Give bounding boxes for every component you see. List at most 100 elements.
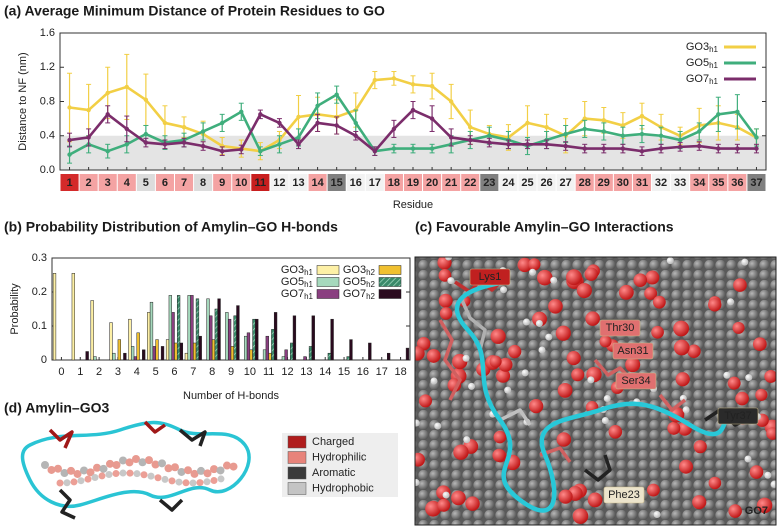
hydrogen-atom — [523, 318, 531, 326]
oxygen-atom — [576, 282, 592, 299]
legend-subscript: h2 — [366, 280, 375, 289]
go3-atom — [84, 475, 92, 483]
y-tick-label: 0.0 — [40, 164, 55, 176]
legend-name: GO7 — [281, 288, 304, 300]
point — [525, 120, 530, 126]
x-tick-label: 35 — [712, 177, 724, 189]
point — [620, 133, 626, 138]
oxygen-atom — [426, 348, 441, 363]
oxygen-atom — [645, 270, 660, 285]
x-tick-label: 25 — [521, 177, 533, 189]
point — [239, 147, 244, 152]
x-tick-label: 16 — [357, 366, 369, 378]
legend-subscript: h2 — [366, 268, 375, 277]
go3-atom — [133, 470, 141, 478]
residue-box — [461, 174, 480, 191]
residue-box — [403, 174, 423, 191]
residue-label-box — [603, 486, 645, 504]
x-tick-label: 37 — [750, 177, 762, 189]
point — [468, 124, 473, 130]
go3-atom — [164, 464, 173, 473]
point — [143, 97, 149, 102]
bar — [90, 300, 94, 361]
point — [448, 135, 454, 140]
point — [601, 146, 607, 151]
hydrogen-atom — [447, 277, 455, 285]
point — [391, 126, 397, 132]
bar — [249, 349, 253, 361]
go3-atom — [203, 469, 212, 478]
oxygen-atom — [465, 496, 480, 511]
x-tick-label: 16 — [350, 177, 362, 189]
point — [124, 126, 129, 132]
residue-box — [194, 174, 213, 191]
bar — [311, 315, 315, 361]
x-tick-label: 36 — [731, 177, 743, 189]
bar — [211, 339, 216, 361]
residue-box — [136, 174, 155, 191]
legend-swatch — [316, 265, 340, 275]
point — [258, 148, 263, 154]
oxygen-atom — [755, 388, 768, 401]
go3-atom — [112, 470, 120, 478]
go3-atom — [210, 465, 218, 474]
sheet-label: GO7 — [745, 505, 768, 517]
y-tick-label: 0.4 — [40, 130, 55, 142]
point — [277, 142, 282, 147]
point — [544, 142, 549, 147]
x-tick-label: 29 — [598, 177, 610, 189]
x-tick-label: 5 — [153, 366, 159, 378]
hydrogen-atom — [415, 479, 420, 487]
residue-stick — [499, 408, 532, 426]
residue-box — [690, 174, 709, 191]
residue-label: Phe23 — [608, 489, 640, 501]
oxygen-atom — [566, 351, 581, 366]
x-tick-label: 11 — [255, 177, 267, 189]
go3-atom — [56, 479, 64, 487]
oxygen-atom — [415, 452, 425, 467]
bar — [133, 356, 138, 361]
residue-box — [652, 174, 671, 191]
residue-stick — [438, 319, 462, 401]
go3-atom — [182, 479, 190, 487]
go3-atom — [73, 469, 82, 478]
go3-atom — [99, 464, 108, 473]
go3-atom — [112, 460, 121, 469]
bar — [195, 298, 200, 361]
legend-swatch — [316, 289, 340, 299]
go3-atom — [197, 466, 205, 475]
x-tick-label: 2 — [96, 366, 102, 378]
oxygen-atom — [625, 357, 641, 373]
legend-name: GO3 — [343, 264, 366, 276]
hydrogen-atom — [430, 377, 438, 385]
x-tick-label: 23 — [483, 177, 495, 189]
residue-stick — [143, 420, 167, 434]
bar — [281, 356, 286, 361]
oxygen-atom — [764, 369, 776, 383]
go3-atom — [77, 477, 85, 485]
x-tick-label: 1 — [66, 177, 72, 189]
panel-title: (c) Favourable Amylin–GO Interactions — [415, 219, 674, 235]
oxygen-atom — [508, 344, 522, 359]
oxygen-atom — [418, 394, 433, 408]
bar — [233, 315, 237, 361]
hydrogen-atom — [727, 298, 735, 306]
oxygen-atom — [548, 298, 563, 314]
hydrogen-atom — [741, 258, 749, 266]
bar — [303, 356, 307, 361]
oxygen-atom — [708, 298, 722, 312]
legend-label: GO3h2 — [343, 264, 376, 277]
x-tick-label: 19 — [407, 177, 419, 189]
panel-title: (d) Amylin–GO3 — [4, 400, 109, 416]
residue-label-box — [599, 319, 641, 337]
go3-atom — [190, 469, 199, 478]
point — [429, 146, 435, 151]
residue-box — [575, 174, 594, 191]
oxygen-atom — [692, 495, 707, 510]
hydrogen-atom — [723, 371, 731, 379]
x-tick-label: 3 — [115, 366, 121, 378]
hydrogen-atom — [745, 374, 753, 382]
bar — [209, 315, 213, 361]
point — [334, 123, 339, 128]
point — [296, 114, 301, 120]
